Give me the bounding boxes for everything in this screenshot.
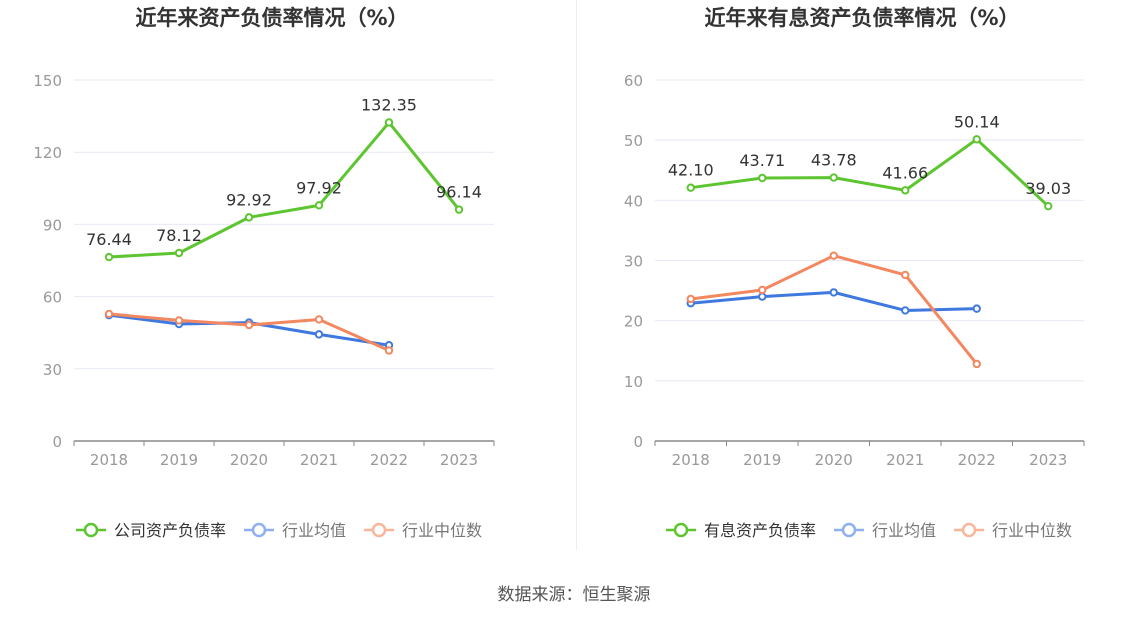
data-point-company [454,205,464,214]
data-label: 50.14 [954,112,1000,131]
y-tick-label: 10 [624,373,643,391]
data-point-company [174,248,184,258]
y-tick-label: 120 [33,144,62,162]
y-tick-label: 30 [624,253,643,271]
legend-marker [841,522,857,538]
series-line-company [690,137,1050,208]
series-line-median [690,254,978,365]
x-tick-label: 2019 [160,451,198,469]
data-point-company [384,118,394,127]
legend-item-company: 有息资产负债率 [666,521,816,540]
legend-item-company: 公司资产负债率 [76,521,226,540]
data-point-company [758,173,767,183]
legend-item-median: 行业中位数 [954,521,1072,540]
data-point-median [104,309,114,319]
x-tick-label: 2018 [90,451,128,469]
panel-divider [576,0,577,550]
data-point-company [1044,201,1053,211]
y-tick-label: 0 [633,433,643,451]
series-line-company [108,120,461,259]
data-label: 39.03 [1025,179,1071,198]
y-tick-label: 20 [624,313,643,331]
y-tick-label: 150 [33,72,62,90]
data-label: 78.12 [156,226,202,245]
chart-panel-debt-ratio: 近年来资产负债率情况（%） 0 30 60 90 120 150 2018 2019 2020 20… [0,0,574,560]
x-tick-label: 2023 [1029,451,1067,469]
x-tick-label: 2020 [230,451,268,469]
legend-marker [961,522,977,538]
x-tick-label: 2019 [743,451,781,469]
chart-panel-interest-debt-ratio: 近年来有息资产负债率情况（%） 0 10 20 30 40 50 60 2018 2019 2020… [574,0,1148,560]
legend-label: 行业中位数 [992,521,1072,540]
legend-label: 公司资产负债率 [114,521,226,540]
data-point-avg [829,288,838,297]
legend-item-avg: 行业均值 [244,521,346,540]
data-point-avg [901,306,910,315]
data-point-median [244,320,254,330]
legend-marker [673,522,689,538]
data-point-company [829,173,838,182]
interest-debt-ratio-chart: 近年来有息资产负债率情况（%） 0 10 20 30 40 50 60 2018 2019 2020… [624,6,1085,540]
x-tick-label: 2018 [672,451,710,469]
legend-item-avg: 行业均值 [834,521,936,540]
x-tick-label: 2020 [815,451,853,469]
x-tick-label: 2021 [300,451,338,469]
y-tick-label: 0 [52,433,62,451]
data-label: 42.10 [668,161,714,180]
chart-title: 近年来资产负债率情况（%） [135,6,408,30]
legend-label: 行业均值 [282,521,346,540]
legend-marker [251,522,267,538]
data-point-median [901,270,910,280]
data-label: 41.66 [882,163,928,182]
data-label: 132.35 [361,95,417,114]
y-tick-label: 60 [43,289,62,307]
legend-label: 有息资产负债率 [704,521,816,540]
data-point-company [314,201,324,210]
y-tick-label: 90 [43,216,62,234]
y-tick-label: 60 [624,72,643,90]
data-point-company [972,135,981,144]
y-tick-label: 30 [43,361,62,379]
x-tick-label: 2021 [886,451,924,469]
data-point-median [314,315,324,324]
data-point-median [174,316,184,325]
legend-label: 行业中位数 [402,521,482,540]
data-label: 43.71 [739,151,785,170]
data-point-median [829,251,838,260]
data-point-company [901,186,910,195]
data-label: 43.78 [811,151,857,170]
data-point-avg [972,304,981,313]
legend-item-median: 行业中位数 [364,521,482,540]
data-point-median [758,285,767,295]
data-point-company [244,213,254,222]
y-tick-label: 40 [624,192,643,210]
x-tick-label: 2022 [370,451,408,469]
legend-marker [371,522,387,538]
data-point-median [384,346,394,355]
data-point-company [686,183,695,192]
data-point-avg [314,330,324,339]
y-tick-label: 50 [624,132,643,150]
x-tick-label: 2023 [440,451,478,469]
data-label: 97.92 [296,178,342,197]
data-label: 96.14 [436,183,482,202]
data-point-avg [758,292,767,301]
data-point-median [972,359,981,369]
legend-marker [83,522,99,538]
legend-label: 行业均值 [872,521,936,540]
data-point-company [104,252,114,262]
data-source: 数据来源：恒生聚源 [497,585,651,605]
debt-ratio-chart: 近年来资产负债率情况（%） 0 30 60 90 120 150 2018 2019 2020 20… [33,6,495,540]
chart-title: 近年来有息资产负债率情况（%） [704,6,1019,30]
data-label: 76.44 [86,230,132,249]
data-label: 92.92 [226,190,272,209]
x-tick-label: 2022 [958,451,996,469]
data-point-median [686,294,695,304]
